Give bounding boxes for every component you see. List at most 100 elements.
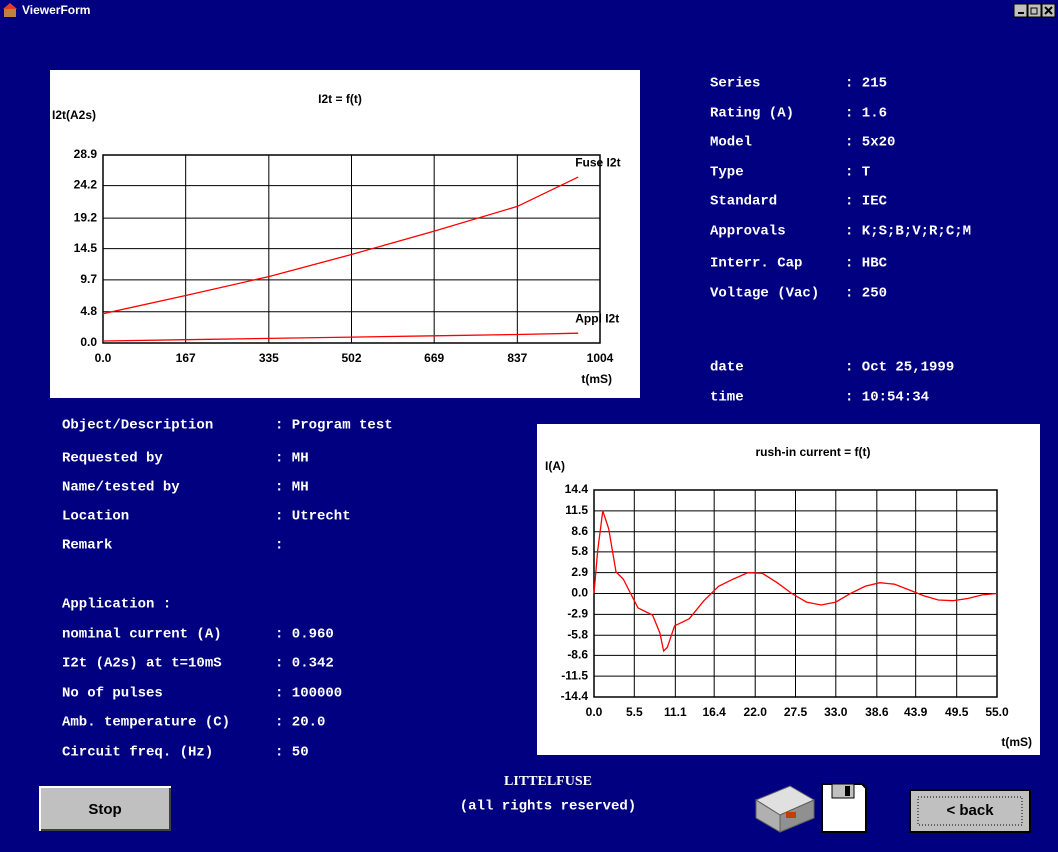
field-value: : Oct 25,1999 (845, 360, 954, 376)
field-label: Series (710, 76, 760, 92)
minimize-glyph (1018, 12, 1024, 14)
y-tick-label: 2.9 (571, 565, 588, 579)
field-value: : 100000 (275, 686, 342, 702)
y-tick-label: 19.2 (74, 210, 98, 224)
chart-title: I2t = f(t) (318, 92, 362, 106)
stop-button-label[interactable]: Stop (88, 801, 121, 818)
printer-icon[interactable] (754, 785, 816, 833)
field-label: Name/tested by (62, 480, 180, 496)
field-label: Requested by (62, 451, 163, 467)
company-name: LITTELFUSE (504, 774, 592, 789)
focus-rect (917, 796, 1023, 826)
y-tick-label: 5.8 (571, 544, 588, 558)
y-tick-label: 24.2 (74, 178, 98, 192)
y-tick-label: -2.9 (567, 607, 588, 621)
field-value: : 0.342 (275, 656, 334, 672)
field-value: : IEC (845, 194, 888, 210)
series-line (102, 176, 579, 315)
i2t-chart-panel (50, 70, 640, 398)
x-tick-label: 33.0 (824, 705, 848, 719)
field-label: Object/Description (62, 418, 213, 434)
rights-text: (all rights reserved) (460, 799, 636, 815)
x-tick-label: 0.0 (95, 351, 112, 365)
restore-button[interactable] (1027, 3, 1042, 18)
field-value: : 215 (845, 76, 887, 92)
field-label: Approvals (710, 224, 786, 240)
field-value: : 1.6 (845, 106, 887, 122)
close-glyph (1044, 6, 1053, 15)
x-tick-label: 669 (424, 351, 444, 365)
y-tick-label: -14.4 (561, 689, 589, 703)
field-value: : 50 (275, 745, 309, 761)
floppy-icon[interactable] (821, 783, 867, 833)
field-label: Type (710, 165, 744, 181)
field-value: : Program test (275, 418, 393, 434)
minimize-button[interactable] (1013, 3, 1028, 18)
field-label: Voltage (Vac) (710, 286, 819, 302)
field-label: Circuit freq. (Hz) (62, 745, 213, 761)
y-tick-label: 11.5 (565, 503, 588, 517)
stop-button[interactable]: Stop (39, 786, 171, 831)
field-value: : 250 (845, 286, 887, 302)
x-tick-label: 11.1 (664, 705, 687, 719)
y-tick-label: 14.5 (74, 241, 98, 255)
window-controls[interactable] (1013, 3, 1056, 18)
y-tick-label: -5.8 (567, 627, 588, 641)
chart-title: rush-in current = f(t) (755, 445, 870, 459)
x-tick-label: 1004 (587, 351, 614, 365)
x-tick-label: 22.0 (744, 705, 768, 719)
y-tick-label: 14.4 (565, 482, 589, 496)
y-tick-label: 0.0 (80, 335, 97, 349)
y-tick-label: 8.6 (571, 524, 588, 538)
x-tick-label: 38.6 (865, 705, 889, 719)
field-label: I2t (A2s) at t=10mS (62, 656, 222, 672)
field-value: : Utrecht (275, 509, 351, 525)
y-tick-label: 0.0 (571, 586, 588, 600)
back-button[interactable]: < back (909, 789, 1031, 833)
x-axis-label: t(mS) (581, 372, 612, 386)
field-label: No of pulses (62, 686, 163, 702)
x-tick-label: 16.4 (702, 705, 726, 719)
series-line (102, 332, 579, 342)
restore-glyph (1030, 7, 1038, 15)
y-tick-label: -11.5 (561, 668, 588, 682)
field-label: time (710, 390, 744, 406)
y-tick-label: 9.7 (80, 272, 97, 286)
field-value: : MH (275, 451, 309, 467)
stop-button-face[interactable] (39, 786, 171, 831)
field-value: : (275, 538, 283, 554)
series-label: Appl I2t (575, 311, 619, 325)
field-label: Location (62, 509, 129, 525)
field-label: Amb. temperature (C) (62, 715, 230, 731)
field-value: : MH (275, 480, 309, 496)
field-label: Rating (A) (710, 106, 794, 122)
rushin-chart-panel (537, 424, 1040, 755)
series-label: Fuse I2t (575, 155, 620, 169)
y-tick-label: 28.9 (74, 147, 98, 161)
window-title: ViewerForm (22, 3, 90, 17)
field-label: Model (710, 135, 752, 151)
back-button-label[interactable]: < back (946, 802, 994, 819)
y-axis-label: I(A) (545, 459, 565, 473)
field-label: Standard (710, 194, 777, 210)
y-tick-label: -8.6 (567, 647, 588, 661)
x-tick-label: 49.5 (945, 705, 969, 719)
field-label: Remark (62, 538, 112, 554)
application-heading: Application : (62, 597, 171, 613)
field-value: : T (845, 165, 870, 181)
app-icon (3, 3, 17, 17)
field-value: : HBC (845, 256, 888, 272)
field-value: : 5x20 (845, 135, 895, 151)
x-tick-label: 167 (176, 351, 196, 365)
field-value: : 10:54:34 (845, 390, 929, 406)
x-tick-label: 837 (507, 351, 527, 365)
plot-frame (102, 154, 601, 344)
x-axis-label: t(mS) (1001, 735, 1032, 749)
field-value: : 20.0 (275, 715, 325, 731)
x-tick-label: 5.5 (626, 705, 643, 719)
y-axis-label: I2t(A2s) (52, 108, 96, 122)
field-value: : 0.960 (275, 627, 334, 643)
field-label: nominal current (A) (62, 627, 222, 643)
x-tick-label: 502 (341, 351, 361, 365)
